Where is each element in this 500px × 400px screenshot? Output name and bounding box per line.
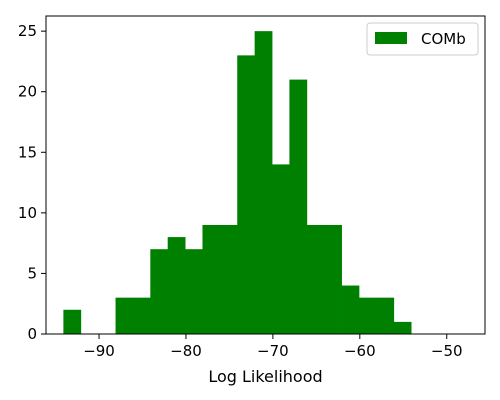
histogram-bar: [272, 164, 290, 334]
histogram-bar: [132, 297, 151, 334]
y-tick-label: 20: [18, 83, 37, 101]
y-tick-label: 25: [18, 22, 37, 40]
histogram-bar: [341, 285, 360, 334]
histogram-bar: [306, 224, 325, 334]
histogram-bar: [63, 309, 82, 334]
y-tick-label: 0: [27, 325, 37, 343]
histogram-bar: [202, 224, 221, 334]
histogram-bar: [289, 79, 308, 334]
histogram-bar: [237, 55, 256, 334]
x-tick-label: −50: [431, 342, 463, 360]
x-tick-label: −90: [83, 342, 115, 360]
y-axis-ticks: 0 5 10 15 20 25: [18, 22, 46, 343]
x-tick-label: −60: [344, 342, 376, 360]
histogram-bar: [376, 297, 395, 334]
x-tick-label: −70: [257, 342, 289, 360]
y-tick-label: 5: [27, 264, 37, 282]
axes-frame: [45, 15, 486, 335]
legend-box: [366, 22, 479, 56]
x-axis-ticks: −90 −80 −70 −60 −50: [83, 334, 463, 360]
histogram-bar: [115, 297, 134, 334]
x-axis-label: Log Likelihood: [208, 367, 322, 386]
legend: COMb: [366, 22, 479, 56]
histogram-bar: [393, 321, 412, 334]
y-tick-label: 15: [18, 143, 37, 161]
x-tick-label: −80: [170, 342, 202, 360]
histogram-bar: [185, 249, 203, 334]
y-tick-label: 10: [18, 204, 37, 222]
histogram-bar: [167, 237, 186, 334]
legend-label-comb: COMb: [421, 30, 466, 48]
histogram-bar: [324, 224, 342, 334]
histogram-bars: [63, 31, 412, 335]
histogram-bar: [219, 224, 238, 334]
legend-swatch-comb: [375, 32, 407, 44]
histogram-bar: [150, 249, 169, 334]
histogram-bar: [358, 297, 377, 334]
histogram-bar: [254, 31, 273, 335]
